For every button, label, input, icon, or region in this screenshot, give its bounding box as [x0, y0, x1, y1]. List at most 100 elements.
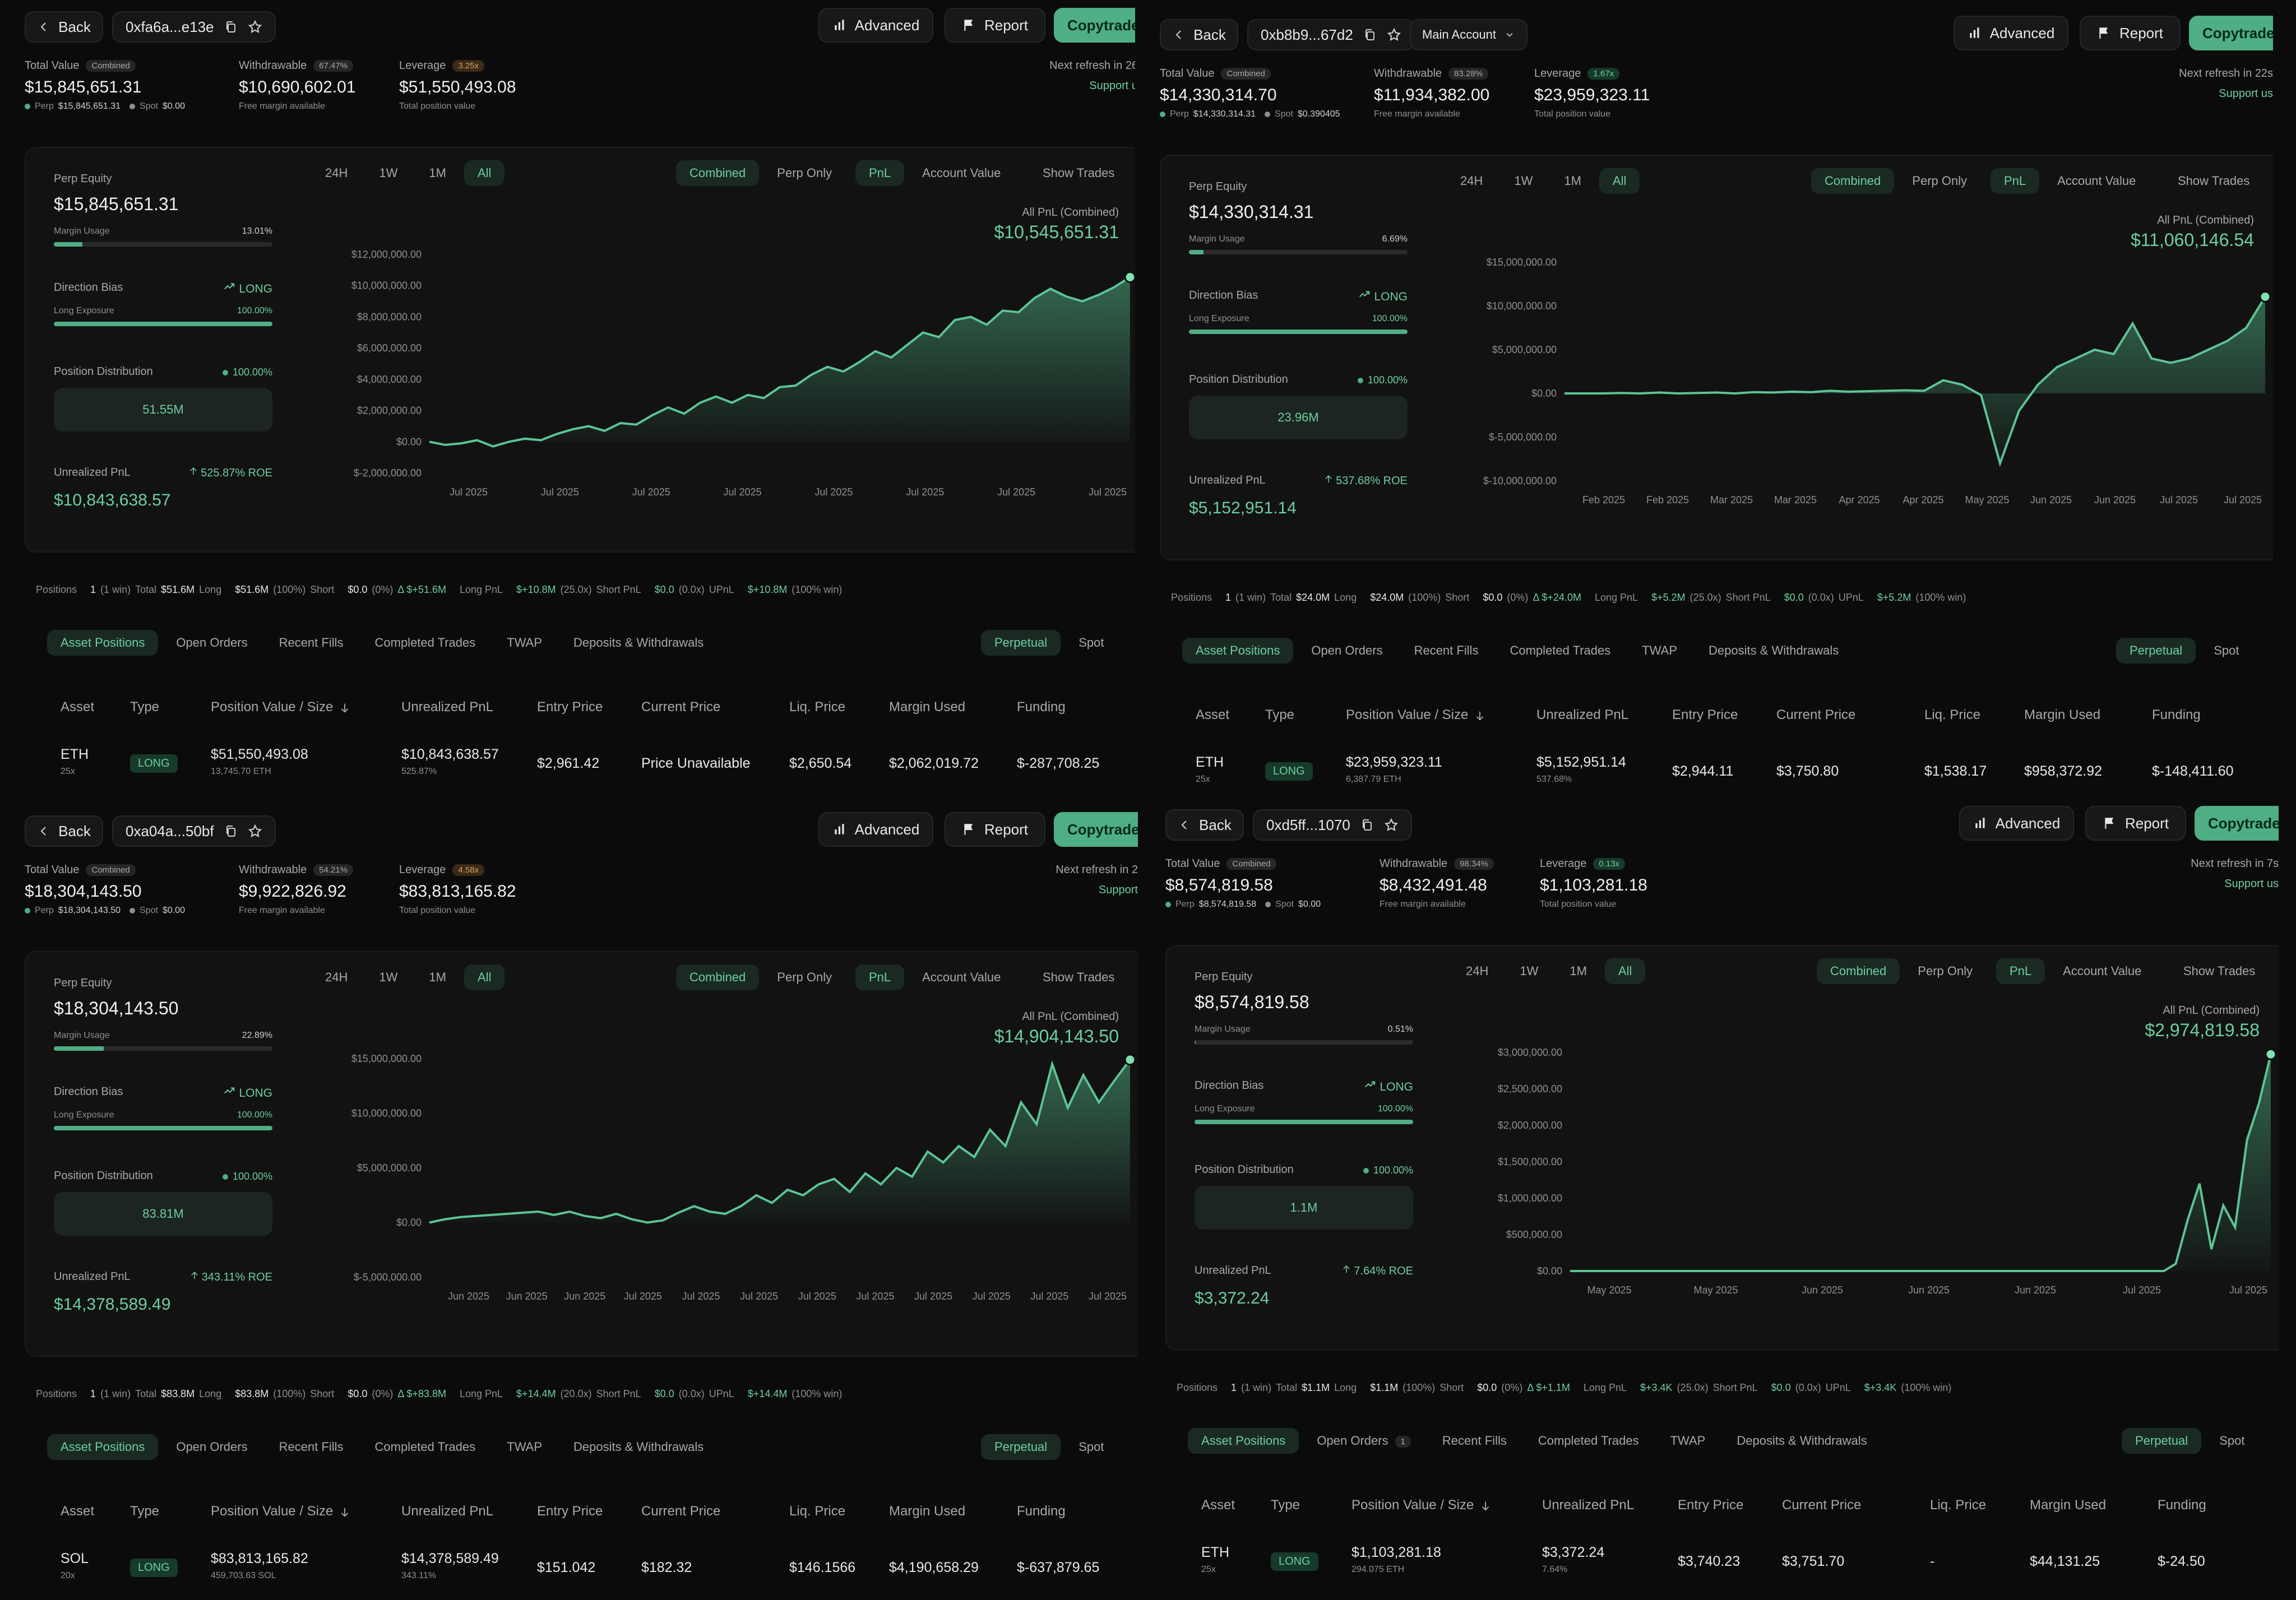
pnl-end-point[interactable] [2265, 1048, 2276, 1060]
copytrade-button[interactable]: Copytrade [2195, 806, 2279, 841]
tab-1w[interactable]: 1W [379, 970, 398, 984]
column-header[interactable]: Position Value / Size [211, 1504, 351, 1519]
pnl-chart[interactable]: $3,000,000.00 $2,500,000.00 $2,000,000.00 $… [1458, 1047, 2276, 1327]
tab-1m[interactable]: 1M [1564, 174, 1581, 188]
pnl-chart[interactable]: $15,000,000.00 $10,000,000.00 $5,000,000.0… [1452, 257, 2271, 537]
tab-deposits-withdrawals[interactable]: Deposits & Withdrawals [1723, 1428, 1880, 1454]
column-header[interactable]: Position Value / Size [211, 699, 351, 715]
tab-metric-0[interactable]: PnL [1991, 168, 2040, 194]
tab-1m[interactable]: 1M [1570, 964, 1587, 978]
tab-24h[interactable]: 24H [325, 166, 348, 180]
tab-perpetual[interactable]: Perpetual [981, 1434, 1061, 1460]
tab-recent-fills[interactable]: Recent Fills [1401, 638, 1492, 664]
tab-spot[interactable]: Spot [1078, 1440, 1104, 1454]
tab-1w[interactable]: 1W [1514, 174, 1533, 188]
distribution-bar[interactable]: 23.96M [1189, 396, 1408, 439]
tab-open-orders[interactable]: Open Orders [163, 1434, 261, 1460]
tab-twap[interactable]: TWAP [493, 1434, 556, 1460]
tab-recent-fills[interactable]: Recent Fills [1429, 1428, 1520, 1454]
tab-spot[interactable]: Spot [2219, 1434, 2245, 1448]
wallet-address[interactable]: 0xa04a...50bf [112, 815, 276, 847]
tab-mode-0[interactable]: Combined [676, 964, 760, 990]
tab-completed-trades[interactable]: Completed Trades [362, 630, 489, 656]
tab-asset-positions[interactable]: Asset Positions [1188, 1428, 1299, 1454]
tab-mode-0[interactable]: Combined [1817, 958, 1900, 984]
support-link[interactable]: Support us [2224, 878, 2279, 890]
show-trades-button[interactable]: Show Trades [1043, 166, 1115, 180]
show-trades-button[interactable]: Show Trades [2183, 964, 2256, 978]
tab-twap[interactable]: TWAP [1628, 638, 1691, 664]
tab-open-orders[interactable]: Open Orders 1 [1303, 1428, 1424, 1454]
tab-1m[interactable]: 1M [429, 166, 446, 180]
show-trades-button[interactable]: Show Trades [1043, 970, 1115, 984]
tab-mode-0[interactable]: Combined [1811, 168, 1895, 194]
distribution-bar[interactable]: 51.55M [54, 388, 272, 432]
report-button[interactable]: Report [945, 8, 1045, 43]
column-header[interactable]: Position Value / Size [1351, 1497, 1492, 1513]
tab-mode-1[interactable]: Perp Only [777, 970, 832, 984]
tab-recent-fills[interactable]: Recent Fills [266, 1434, 357, 1460]
copytrade-button[interactable]: Copytrade [2189, 16, 2273, 50]
show-trades-button[interactable]: Show Trades [2178, 174, 2250, 188]
tab-1w[interactable]: 1W [1520, 964, 1539, 978]
report-button[interactable]: Report [2080, 16, 2181, 50]
tab-all[interactable]: All [464, 964, 505, 990]
tab-metric-0[interactable]: PnL [855, 160, 905, 186]
support-link[interactable]: Support us [2219, 87, 2273, 100]
tab-twap[interactable]: TWAP [1657, 1428, 1719, 1454]
tab-deposits-withdrawals[interactable]: Deposits & Withdrawals [560, 630, 717, 656]
tab-spot[interactable]: Spot [2214, 643, 2239, 657]
tab-24h[interactable]: 24H [325, 970, 348, 984]
tab-24h[interactable]: 24H [1466, 964, 1489, 978]
row-asset[interactable]: ETH [1201, 1545, 1229, 1560]
tab-all[interactable]: All [1604, 958, 1646, 984]
row-asset[interactable]: SOL [61, 1551, 89, 1566]
tab-asset-positions[interactable]: Asset Positions [47, 1434, 159, 1460]
pnl-chart[interactable]: $12,000,000.00 $10,000,000.00 $8,000,000.0… [317, 249, 1136, 529]
copytrade-button[interactable]: Copytrade [1054, 812, 1138, 847]
tab-metric-1[interactable]: Account Value [922, 970, 1001, 984]
tab-twap[interactable]: TWAP [493, 630, 556, 656]
tab-metric-0[interactable]: PnL [855, 964, 905, 990]
tab-perpetual[interactable]: Perpetual [2116, 638, 2196, 664]
tab-completed-trades[interactable]: Completed Trades [1497, 638, 1624, 664]
tab-completed-trades[interactable]: Completed Trades [362, 1434, 489, 1460]
tab-open-orders[interactable]: Open Orders [1298, 638, 1396, 664]
support-link[interactable]: Support [1098, 884, 1138, 896]
pnl-end-point[interactable] [1124, 271, 1136, 284]
report-button[interactable]: Report [945, 812, 1045, 847]
advanced-button[interactable]: Advanced [1959, 806, 2074, 841]
tab-1w[interactable]: 1W [379, 166, 398, 180]
copytrade-button[interactable]: Copytrade [1054, 8, 1138, 43]
tab-mode-0[interactable]: Combined [676, 160, 760, 186]
tab-spot[interactable]: Spot [1078, 636, 1104, 650]
pnl-chart[interactable]: $15,000,000.00 $10,000,000.00 $5,000,000.0… [317, 1053, 1136, 1333]
tab-all[interactable]: All [1599, 168, 1640, 194]
back-button[interactable]: Back [25, 815, 103, 847]
pnl-end-point[interactable] [2259, 290, 2271, 303]
tab-open-orders[interactable]: Open Orders [163, 630, 261, 656]
back-button[interactable]: Back [1165, 809, 1244, 841]
tab-metric-1[interactable]: Account Value [2063, 964, 2142, 978]
row-asset[interactable]: ETH [1196, 754, 1224, 770]
tab-perpetual[interactable]: Perpetual [2122, 1428, 2202, 1454]
wallet-address[interactable]: 0xb8b9...67d2 [1247, 19, 1415, 50]
tab-perpetual[interactable]: Perpetual [981, 630, 1061, 656]
tab-all[interactable]: All [464, 160, 505, 186]
row-asset[interactable]: ETH [61, 746, 89, 762]
tab-asset-positions[interactable]: Asset Positions [1182, 638, 1294, 664]
tab-deposits-withdrawals[interactable]: Deposits & Withdrawals [1695, 638, 1852, 664]
pnl-end-point[interactable] [1124, 1054, 1136, 1066]
support-link[interactable]: Support u [1089, 80, 1138, 92]
tab-completed-trades[interactable]: Completed Trades [1525, 1428, 1652, 1454]
tab-24h[interactable]: 24H [1460, 174, 1483, 188]
wallet-address[interactable]: 0xd5ff...1070 [1253, 809, 1412, 841]
tab-recent-fills[interactable]: Recent Fills [266, 630, 357, 656]
column-header[interactable]: Position Value / Size [1346, 707, 1486, 723]
tab-metric-0[interactable]: PnL [1996, 958, 2045, 984]
account-select[interactable]: Main Account [1410, 19, 1527, 50]
tab-metric-1[interactable]: Account Value [922, 166, 1001, 180]
report-button[interactable]: Report [2085, 806, 2186, 841]
distribution-bar[interactable]: 1.1M [1195, 1186, 1413, 1230]
back-button[interactable]: Back [25, 11, 103, 43]
